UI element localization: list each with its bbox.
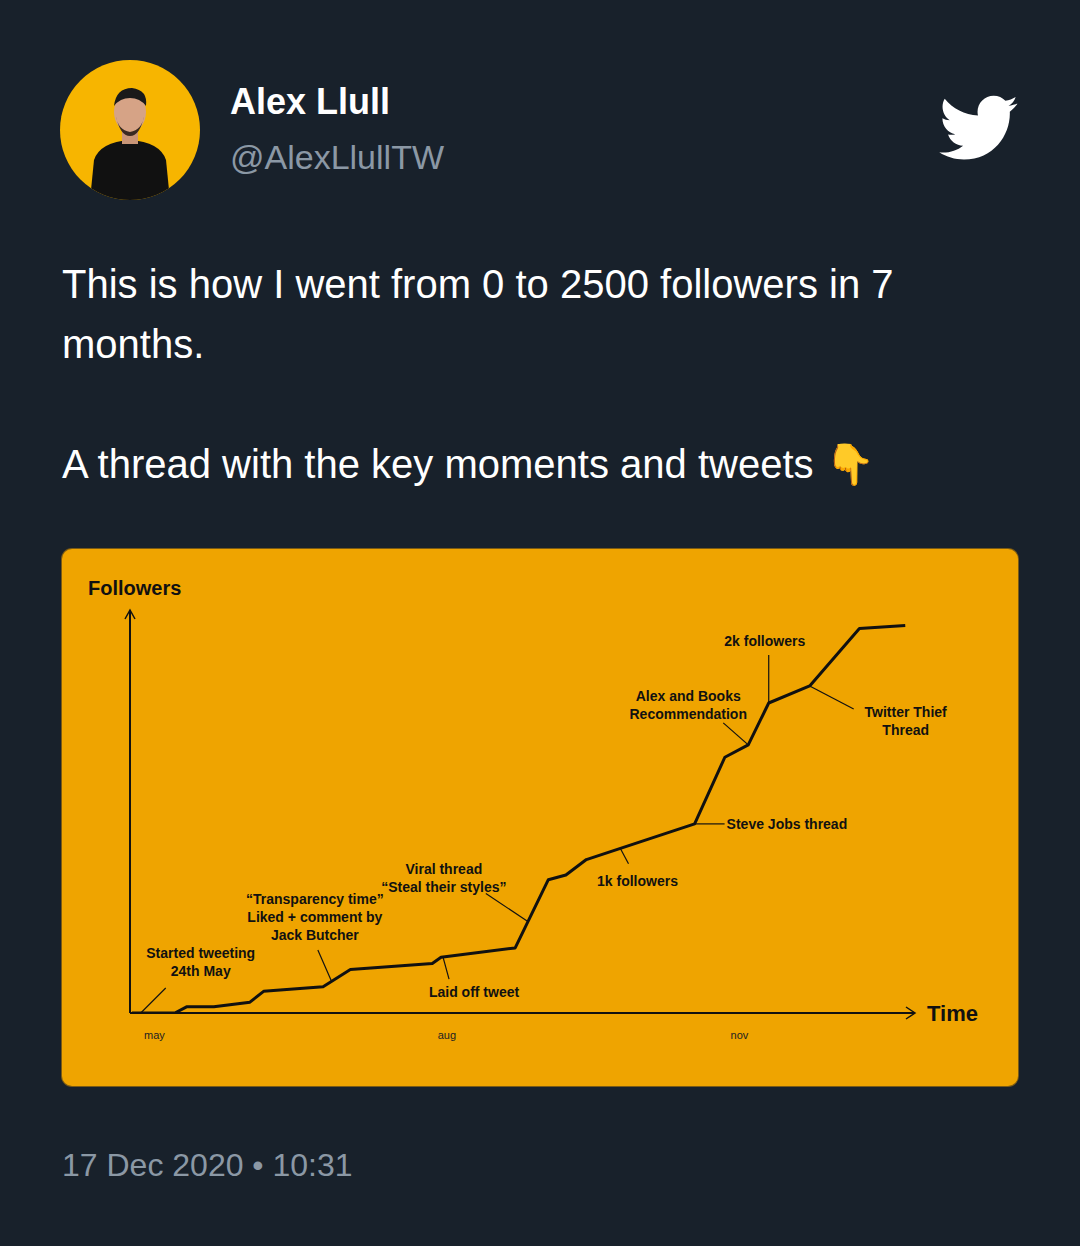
svg-text:Steve Jobs thread: Steve Jobs thread (727, 816, 848, 832)
svg-text:24th May: 24th May (171, 963, 231, 979)
svg-text:Started tweeting: Started tweeting (146, 945, 255, 961)
html-text:17 Dec 2020 • 10:31: 17 Dec 2020 • 10:31 (62, 1147, 353, 1183)
svg-text:may: may (144, 1029, 165, 1041)
svg-text:Recommendation: Recommendation (630, 706, 747, 722)
svg-text:“Transparency time”: “Transparency time” (246, 891, 384, 907)
svg-text:Followers: Followers (88, 577, 181, 599)
svg-text:Laid off tweet: Laid off tweet (429, 984, 520, 1000)
svg-text:Jack Butcher: Jack Butcher (271, 927, 359, 943)
svg-text:aug: aug (438, 1029, 456, 1041)
svg-text:Thread: Thread (882, 722, 929, 738)
svg-text:nov: nov (731, 1029, 749, 1041)
html-text:@AlexLlullTW: @AlexLlullTW (230, 138, 444, 176)
svg-text:Liked + comment by: Liked + comment by (247, 909, 382, 925)
svg-text:Viral thread: Viral thread (405, 861, 482, 877)
html-text:This is how I went from 0 to 2: This is how I went from 0 to 2500 follow… (62, 262, 905, 486)
svg-text:Twitter Thief: Twitter Thief (865, 704, 948, 720)
svg-text:Time: Time (927, 1001, 978, 1026)
svg-text:“Steal their styles”: “Steal their styles” (381, 879, 506, 895)
svg-text:Alex and Books: Alex and Books (636, 688, 741, 704)
svg-text:2k followers: 2k followers (724, 633, 805, 649)
svg-text:1k followers: 1k followers (597, 873, 678, 889)
html-text:Alex Llull: Alex Llull (230, 81, 390, 122)
